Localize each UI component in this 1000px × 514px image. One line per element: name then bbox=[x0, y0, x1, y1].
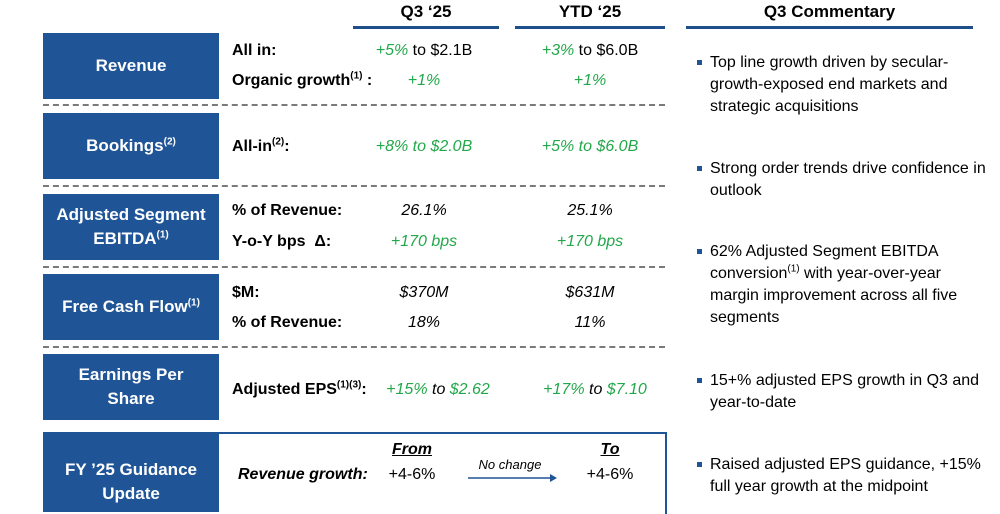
fcf-pct-ytd: 11% bbox=[574, 314, 606, 331]
guidance-to-header: To bbox=[600, 441, 620, 458]
ebitda-title-line1: Adjusted Segment bbox=[56, 205, 206, 224]
divider bbox=[43, 266, 665, 268]
guidance-from-value: +4-6% bbox=[388, 466, 436, 483]
col-header-commentary: Q3 Commentary bbox=[686, 0, 973, 29]
ebitda-bps-q3: +170 bps bbox=[390, 233, 458, 250]
bullet-square-icon bbox=[697, 249, 702, 254]
revenue-organic-footnote: (1) bbox=[350, 70, 363, 82]
ebitda-bps-ytd: +170 bps bbox=[556, 233, 624, 250]
ebitda-bps-label: Y-o-Y bps Δ: bbox=[232, 233, 332, 250]
guidance-arrow-icon bbox=[468, 474, 557, 482]
bookings-allin-label: All-in(2): bbox=[232, 136, 290, 155]
ebitda-pct-q3: 26.1% bbox=[401, 202, 447, 219]
revenue-organic-label-suffix: : bbox=[362, 72, 373, 89]
fcf-usd-q3: $370M bbox=[399, 284, 449, 301]
ebitda-pct-label: % of Revenue: bbox=[232, 202, 343, 219]
guidance-to-value: +4-6% bbox=[586, 466, 634, 483]
commentary-bullet: 15+% adjusted EPS growth in Q3 and year-… bbox=[697, 370, 990, 414]
col-header-ytd: YTD ‘25 bbox=[515, 0, 665, 29]
eps-title-line1: Earnings Per bbox=[78, 365, 184, 384]
bookings-box: Bookings(2) bbox=[43, 113, 219, 179]
revenue-allin-q3: +5% to $2.1B bbox=[349, 41, 499, 61]
commentary-bullet: Raised adjusted EPS guidance, +15% full … bbox=[697, 454, 990, 498]
revenue-allin-ytd-value: to $6.0B bbox=[574, 42, 639, 59]
revenue-box: Revenue bbox=[43, 33, 219, 99]
guidance-box: FY ’25 Guidance Update bbox=[43, 432, 219, 512]
ebitda-box: Adjusted Segment EBITDA(1) bbox=[43, 194, 219, 260]
revenue-organic-q3: +1% bbox=[407, 72, 441, 89]
divider bbox=[43, 185, 665, 187]
fcf-title: Free Cash Flow(1) bbox=[62, 297, 200, 316]
revenue-allin-ytd-pct: +3% bbox=[541, 42, 575, 59]
bullet-square-icon bbox=[697, 378, 702, 383]
commentary-bullet: 62% Adjusted Segment EBITDA conversion(1… bbox=[697, 241, 990, 329]
bullet-square-icon bbox=[697, 166, 702, 171]
bullet-square-icon bbox=[697, 462, 702, 467]
fcf-usd-label: $M: bbox=[232, 284, 260, 301]
guidance-frame bbox=[219, 432, 667, 514]
guidance-from-header: From bbox=[392, 441, 432, 458]
fcf-pct-q3: 18% bbox=[407, 314, 441, 331]
bookings-q3: +8% to $2.0B bbox=[375, 138, 473, 155]
bookings-title: Bookings(2) bbox=[86, 136, 176, 155]
revenue-organic-ytd: +1% bbox=[573, 72, 607, 89]
divider bbox=[43, 346, 665, 348]
guidance-title-line1: FY ’25 Guidance bbox=[65, 460, 197, 479]
ebitda-pct-ytd: 25.1% bbox=[567, 202, 613, 219]
guidance-revenue-label: Revenue growth: bbox=[238, 466, 368, 483]
guidance-title-line2: Update bbox=[102, 484, 160, 503]
commentary-bullet: Strong order trends drive confidence in … bbox=[697, 158, 990, 202]
fcf-usd-ytd: $631M bbox=[565, 284, 615, 301]
fcf-box: Free Cash Flow(1) bbox=[43, 274, 219, 340]
eps-title-line2: Share bbox=[107, 389, 155, 408]
commentary-bullet: Top line growth driven by secular-growth… bbox=[697, 52, 990, 118]
bookings-ytd: +5% to $6.0B bbox=[541, 138, 639, 155]
revenue-allin-label: All in: bbox=[232, 42, 277, 59]
divider bbox=[43, 104, 665, 106]
eps-label: Adjusted EPS(1)(3): bbox=[232, 379, 367, 398]
revenue-allin-q3-pct: +5% bbox=[375, 42, 409, 59]
fcf-pct-label: % of Revenue: bbox=[232, 314, 343, 331]
ebitda-title-line2: EBITDA(1) bbox=[93, 229, 169, 248]
eps-q3: +15% to $2.62 bbox=[386, 381, 490, 398]
revenue-organic-label: Organic growth(1) : bbox=[232, 71, 372, 91]
bullet-square-icon bbox=[697, 60, 702, 65]
revenue-allin-q3-value: to $2.1B bbox=[408, 42, 473, 59]
revenue-title: Revenue bbox=[95, 56, 167, 75]
revenue-allin-ytd: +3% to $6.0B bbox=[515, 41, 665, 61]
col-header-q3: Q3 ‘25 bbox=[353, 0, 499, 29]
revenue-organic-label-text: Organic growth bbox=[232, 72, 351, 89]
eps-ytd: +17% to $7.10 bbox=[543, 381, 647, 398]
eps-box: Earnings Per Share bbox=[43, 354, 219, 420]
guidance-change-label: No change bbox=[478, 457, 542, 472]
